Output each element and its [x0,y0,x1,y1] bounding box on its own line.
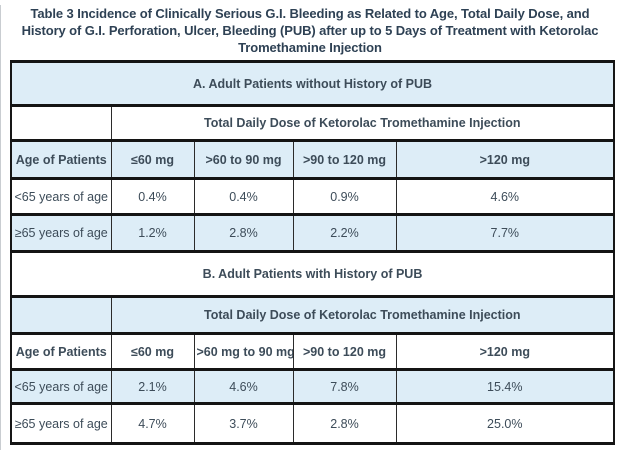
section-b-header-row: B. Adult Patients with History of PUB [10,250,615,298]
section-b-dose-group-row: Total Daily Dose of Ketorolac Tromethami… [10,295,615,335]
section-a-header-row: A. Adult Patients without History of PUB [10,60,615,107]
dose-col-header: >60 to 90 mg [193,139,294,180]
value-cell: 0.4% [110,177,195,216]
dose-col-header: >90 to 120 mg [292,332,397,371]
age-column-header-b: Age of Patients [10,332,112,371]
age-column-header-a: Age of Patients [10,139,112,180]
value-cell: 0.9% [292,177,397,216]
table-title: Table 3 Incidence of Clinically Serious … [21,6,599,55]
table-row: ≥65 years of age 1.2% 2.8% 2.2% 7.7% [10,213,615,253]
section-b-column-header-row: Age of Patients ≤60 mg >60 mg to 90 mg >… [10,332,615,371]
section-a-dose-group-row: Total Daily Dose of Ketorolac Tromethami… [10,104,615,142]
document-page: Table 3 Incidence of Clinically Serious … [0,5,620,450]
dose-col-header: >60 mg to 90 mg [193,332,294,371]
value-cell: 4.7% [110,402,195,445]
page-edge-line [0,5,1,450]
value-cell: 1.2% [110,213,195,253]
dose-col-header: ≤60 mg [110,332,195,371]
dose-col-header: >120 mg [395,139,615,180]
row-label: ≥65 years of age [10,213,112,253]
value-cell: 2.8% [292,402,397,445]
row-label: ≥65 years of age [10,402,112,445]
value-cell: 3.7% [193,402,294,445]
value-cell: 4.6% [395,177,615,216]
row-label: <65 years of age [10,368,112,405]
section-a-title: A. Adult Patients without History of PUB [10,60,615,107]
dose-group-header-b: Total Daily Dose of Ketorolac Tromethami… [110,295,615,335]
value-cell: 7.7% [395,213,615,253]
dose-col-header: >120 mg [395,332,615,371]
dose-col-header: >90 to 120 mg [292,139,397,180]
value-cell: 15.4% [395,368,615,405]
table-row: ≥65 years of age 4.7% 3.7% 2.8% 25.0% [10,402,615,445]
section-b-title: B. Adult Patients with History of PUB [10,250,615,298]
value-cell: 2.1% [110,368,195,405]
empty-corner-cell-b [10,295,112,335]
value-cell: 2.8% [193,213,294,253]
value-cell: 4.6% [193,368,294,405]
table-row: <65 years of age 0.4% 0.4% 0.9% 4.6% [10,177,615,216]
value-cell: 2.2% [292,213,397,253]
dose-group-header-a: Total Daily Dose of Ketorolac Tromethami… [110,104,615,142]
incidence-table: A. Adult Patients without History of PUB… [10,60,616,445]
row-label: <65 years of age [10,177,112,216]
empty-corner-cell-a [10,104,112,142]
value-cell: 7.8% [292,368,397,405]
dose-col-header: ≤60 mg [110,139,195,180]
table-row: <65 years of age 2.1% 4.6% 7.8% 15.4% [10,368,615,405]
value-cell: 0.4% [193,177,294,216]
section-a-column-header-row: Age of Patients ≤60 mg >60 to 90 mg >90 … [10,139,615,180]
value-cell: 25.0% [395,402,615,445]
